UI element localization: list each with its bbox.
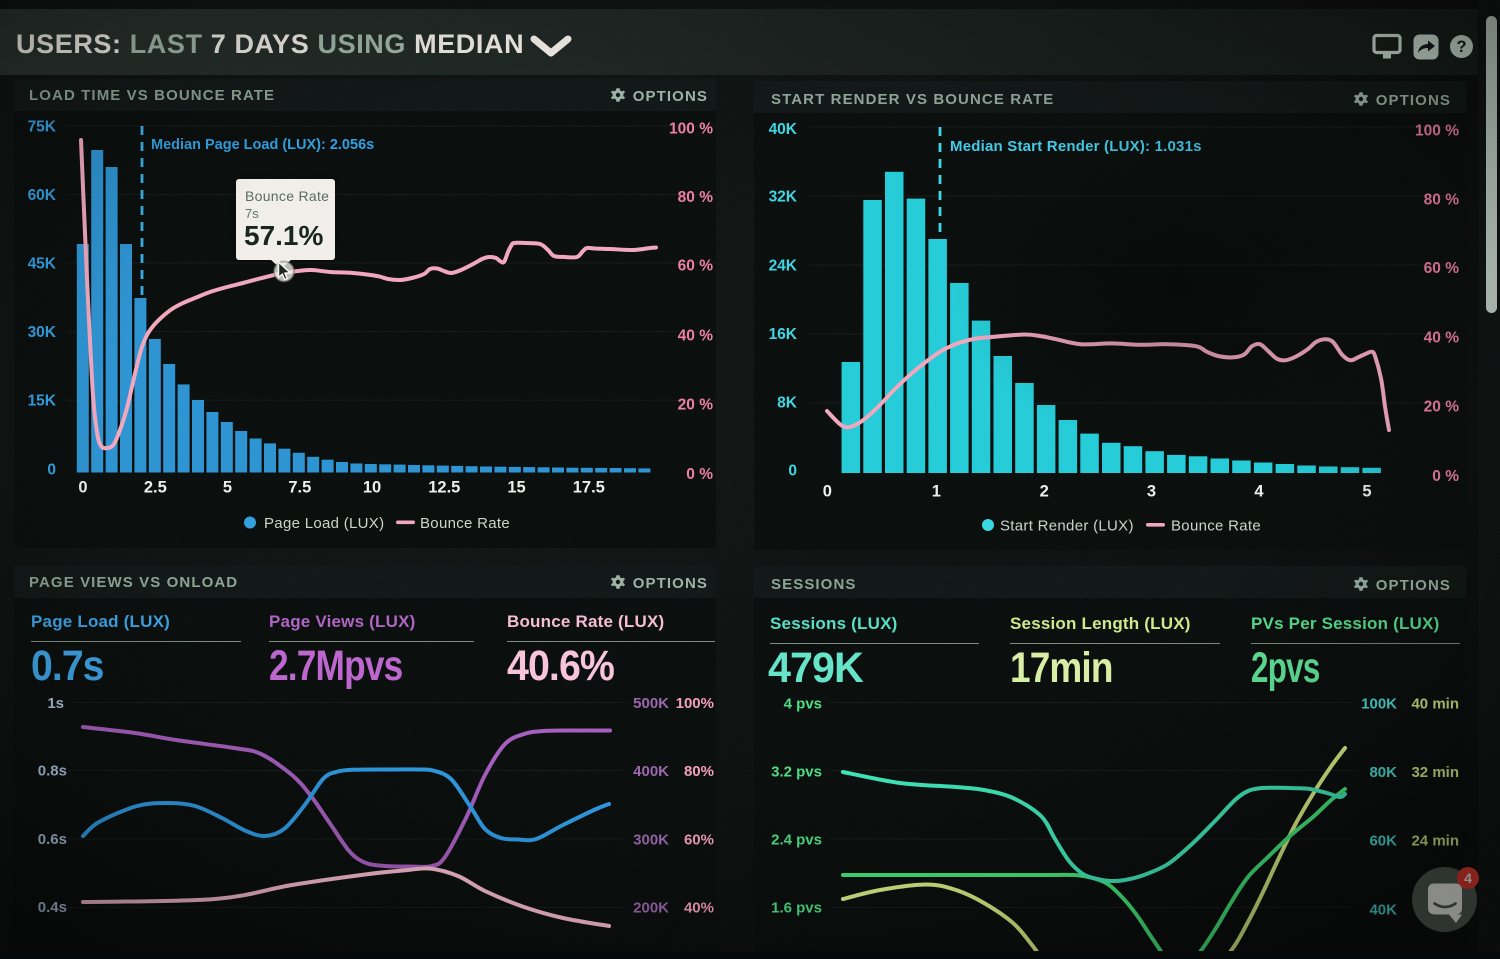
svg-text:45K: 45K: [28, 256, 57, 273]
svg-text:100K: 100K: [1361, 696, 1397, 713]
svg-text:8K: 8K: [777, 395, 798, 412]
svg-text:7.5: 7.5: [288, 479, 311, 497]
svg-text:40 %: 40 %: [678, 328, 714, 345]
svg-text:Median Page Load (LUX): 2.056s: Median Page Load (LUX): 2.056s: [151, 137, 374, 153]
svg-text:16K: 16K: [769, 326, 798, 343]
svg-text:60K: 60K: [1369, 833, 1397, 850]
svg-text:100 %: 100 %: [1415, 123, 1459, 140]
svg-text:40%: 40%: [684, 900, 714, 917]
svg-text:4: 4: [1254, 483, 1264, 501]
svg-text:40 min: 40 min: [1411, 696, 1459, 713]
svg-text:32K: 32K: [769, 189, 798, 206]
svg-text:15K: 15K: [28, 393, 57, 410]
svg-text:60%: 60%: [684, 832, 714, 849]
svg-text:2: 2: [1040, 483, 1049, 501]
svg-text:2.5: 2.5: [144, 479, 167, 497]
svg-text:20 %: 20 %: [678, 397, 714, 414]
svg-text:40 %: 40 %: [1424, 330, 1460, 347]
svg-text:17.5: 17.5: [573, 479, 605, 497]
svg-text:2.4 pvs: 2.4 pvs: [771, 832, 822, 849]
svg-text:300K: 300K: [633, 832, 669, 849]
svg-text:5: 5: [223, 479, 232, 497]
svg-text:75K: 75K: [28, 119, 57, 136]
svg-text:3.2 pvs: 3.2 pvs: [771, 764, 822, 781]
svg-text:0: 0: [78, 479, 87, 497]
svg-text:80 %: 80 %: [678, 189, 714, 206]
svg-text:0: 0: [788, 463, 797, 480]
svg-text:40K: 40K: [769, 121, 798, 138]
svg-text:60 %: 60 %: [1424, 260, 1460, 277]
svg-text:24K: 24K: [769, 257, 798, 274]
svg-text:0.8s: 0.8s: [38, 763, 67, 780]
svg-text:12.5: 12.5: [428, 479, 460, 497]
svg-text:0 %: 0 %: [1432, 468, 1459, 485]
svg-text:200K: 200K: [633, 900, 669, 917]
svg-text:500K: 500K: [633, 695, 669, 712]
svg-text:1.6 pvs: 1.6 pvs: [771, 900, 822, 917]
svg-text:24 min: 24 min: [1411, 833, 1459, 850]
svg-text:10: 10: [363, 479, 381, 497]
svg-text:80K: 80K: [1369, 764, 1397, 781]
svg-text:400K: 400K: [633, 763, 669, 780]
svg-text:4 pvs: 4 pvs: [784, 696, 822, 713]
svg-text:Page Load (LUX): Page Load (LUX): [264, 515, 384, 532]
svg-text:60 %: 60 %: [678, 258, 714, 275]
svg-text:0.4s: 0.4s: [38, 899, 67, 916]
svg-text:Start Render (LUX): Start Render (LUX): [1000, 518, 1134, 535]
svg-text:0.6s: 0.6s: [38, 831, 67, 848]
svg-text:32 min: 32 min: [1411, 764, 1459, 781]
svg-text:30K: 30K: [28, 324, 57, 341]
svg-text:Bounce Rate: Bounce Rate: [420, 515, 510, 532]
svg-text:20 %: 20 %: [1424, 399, 1460, 416]
svg-text:1: 1: [932, 483, 941, 501]
svg-text:0: 0: [47, 462, 56, 479]
svg-text:100%: 100%: [676, 695, 714, 712]
svg-text:Bounce Rate: Bounce Rate: [1171, 518, 1261, 535]
svg-text:100 %: 100 %: [669, 121, 713, 138]
svg-text:0 %: 0 %: [686, 466, 713, 483]
svg-text:3: 3: [1147, 483, 1156, 501]
svg-text:40K: 40K: [1369, 902, 1397, 919]
svg-text:Median Start Render (LUX): 1.0: Median Start Render (LUX): 1.031s: [950, 138, 1202, 155]
svg-text:60K: 60K: [28, 187, 57, 204]
svg-text:1s: 1s: [47, 695, 64, 712]
svg-text:80 %: 80 %: [1424, 192, 1460, 209]
svg-text:0: 0: [823, 483, 832, 501]
svg-text:80%: 80%: [684, 763, 714, 780]
svg-text:15: 15: [507, 479, 525, 497]
svg-text:5: 5: [1362, 483, 1371, 501]
